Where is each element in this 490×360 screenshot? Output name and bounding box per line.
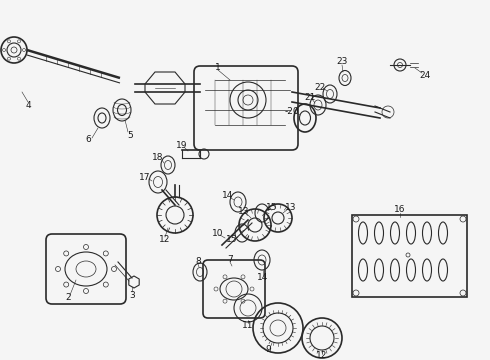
Text: 8: 8 (195, 257, 201, 266)
Text: 21: 21 (304, 94, 316, 103)
Text: 10: 10 (212, 229, 224, 238)
Text: 11: 11 (242, 321, 254, 330)
Bar (352, 215, 467, 297)
Text: 5: 5 (127, 130, 133, 139)
Text: 9: 9 (265, 346, 271, 355)
Text: 1: 1 (215, 63, 221, 72)
Text: 4: 4 (25, 100, 31, 109)
Text: -20: -20 (285, 108, 299, 117)
Text: 22: 22 (315, 82, 326, 91)
Text: 7: 7 (227, 256, 233, 265)
Text: 18: 18 (152, 153, 164, 162)
Text: 17: 17 (139, 174, 151, 183)
Text: 19: 19 (176, 140, 188, 149)
Text: 14: 14 (257, 274, 269, 283)
Text: 12: 12 (159, 235, 171, 244)
Text: 15: 15 (266, 203, 278, 212)
Text: 14: 14 (222, 192, 234, 201)
Text: 12: 12 (317, 351, 328, 360)
Text: 13: 13 (238, 207, 250, 216)
Text: 16: 16 (394, 206, 406, 215)
Text: 13: 13 (285, 202, 297, 211)
Text: 23: 23 (336, 58, 348, 67)
Text: 24: 24 (419, 71, 431, 80)
Text: 15: 15 (226, 235, 238, 244)
Text: 6: 6 (85, 135, 91, 144)
Text: 2: 2 (65, 293, 71, 302)
Text: 3: 3 (129, 291, 135, 300)
